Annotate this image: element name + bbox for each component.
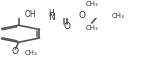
Text: O: O	[79, 11, 86, 20]
Text: CH₃: CH₃	[112, 13, 125, 19]
Text: CH₃: CH₃	[85, 1, 98, 7]
Text: O: O	[63, 22, 70, 31]
Text: H: H	[48, 9, 54, 18]
Text: CH₃: CH₃	[85, 25, 98, 31]
Text: O: O	[12, 47, 19, 56]
Text: N: N	[48, 13, 55, 22]
Text: OH: OH	[25, 10, 36, 19]
Text: CH₃: CH₃	[25, 50, 38, 56]
